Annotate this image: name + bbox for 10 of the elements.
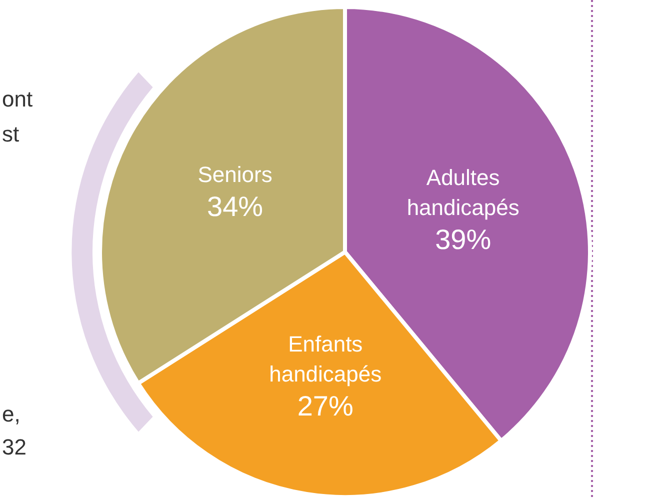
text: 32 xyxy=(2,434,26,460)
text: ont xyxy=(2,86,33,112)
data-label: 39% xyxy=(435,224,492,255)
text: st xyxy=(2,122,20,146)
data-label: 27% xyxy=(297,390,354,422)
slice-label: Seniors xyxy=(198,162,272,188)
text: e, xyxy=(2,402,20,426)
data-label: 34% xyxy=(207,191,264,222)
slice-label: Enfants handicapés xyxy=(269,331,382,386)
slice-label: Adultes handicapés xyxy=(406,164,520,220)
